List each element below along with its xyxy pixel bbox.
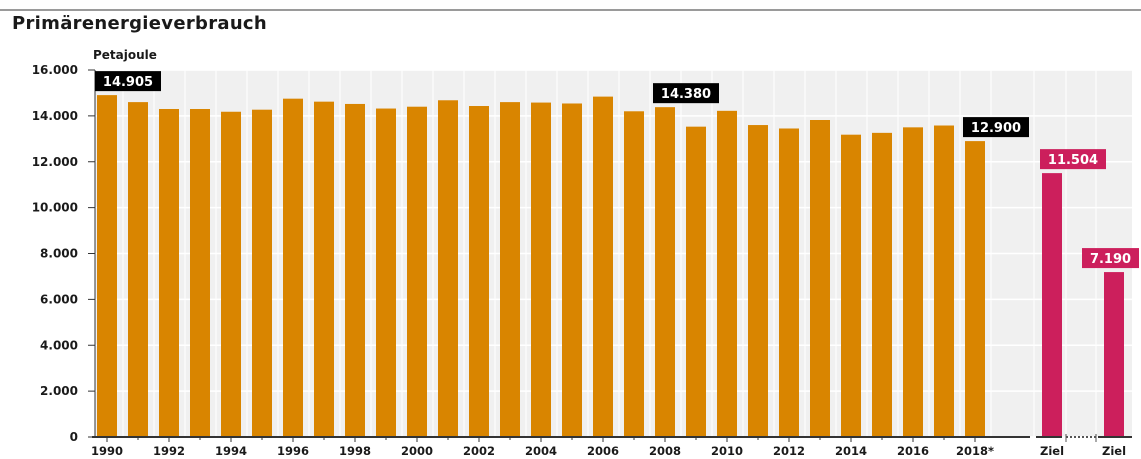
y-tick-label: 4.000: [40, 338, 78, 352]
value-callout-label: 11.504: [1048, 153, 1098, 168]
bar: [779, 128, 799, 437]
bar: [903, 127, 923, 437]
bar: [283, 98, 303, 437]
x-tick-label: 1996: [277, 444, 309, 458]
y-tick-label: 2.000: [40, 384, 78, 398]
bar: [190, 108, 210, 438]
bar: [593, 96, 613, 438]
bar: [562, 103, 582, 438]
x-tick-label: 2016: [897, 444, 929, 458]
x-tick-label: 2006: [587, 444, 619, 458]
bar: [159, 108, 179, 438]
value-callout-box: [653, 83, 719, 104]
bar: [500, 102, 520, 438]
value-callout-box: [1040, 149, 1106, 170]
value-callout-label: 14.905: [103, 75, 153, 90]
x-tick-label: 1994: [215, 444, 247, 458]
bar: [841, 134, 861, 437]
x-tick-label: Ziel: [1040, 444, 1064, 458]
x-tick-label: 2012: [773, 444, 805, 458]
x-tick-label: 2000: [401, 444, 433, 458]
bar: [748, 125, 768, 438]
value-callout-box: [95, 71, 161, 92]
bar: [128, 102, 148, 438]
bar: [252, 109, 272, 437]
bar: [965, 141, 985, 437]
value-callout-label: 12.900: [971, 121, 1021, 136]
target-bar: [1104, 272, 1124, 437]
y-tick-label: 10.000: [32, 201, 78, 215]
y-axis-unit-label: Petajoule: [93, 48, 157, 62]
x-tick-label: 1992: [153, 444, 185, 458]
x-tick-label: 1998: [339, 444, 371, 458]
value-callout-label: 7.190: [1090, 252, 1131, 267]
bar: [655, 107, 675, 437]
y-tick-label: 16.000: [32, 63, 78, 77]
y-tick-label: 6.000: [40, 292, 78, 306]
bar: [97, 95, 117, 437]
value-callout-box: [963, 117, 1029, 138]
top-rule: [0, 9, 1141, 11]
bar: [531, 102, 551, 437]
x-tick-label: Ziel: [1102, 444, 1126, 458]
bar: [438, 100, 458, 437]
bar: [407, 106, 427, 437]
x-tick-label: 1990: [91, 444, 123, 458]
bar: [314, 101, 334, 437]
bar: [934, 125, 954, 437]
y-tick-label: 0: [70, 430, 78, 444]
bar: [376, 108, 396, 437]
x-tick-label: 2018*: [956, 444, 994, 458]
x-tick-label: 2004: [525, 444, 557, 458]
x-tick-label: 2008: [649, 444, 681, 458]
target-bar: [1042, 173, 1062, 437]
y-tick-label: 8.000: [40, 247, 78, 261]
y-tick-label: 14.000: [32, 109, 78, 123]
x-tick-label: 2010: [711, 444, 743, 458]
bar: [717, 110, 737, 438]
x-tick-label: 2014: [835, 444, 867, 458]
bar: [872, 132, 892, 437]
bar: [345, 103, 365, 437]
bar: [810, 120, 830, 437]
y-tick-label: 12.000: [32, 155, 78, 169]
bar: [469, 106, 489, 437]
value-callout-label: 14.380: [661, 87, 711, 102]
x-tick-label: 2002: [463, 444, 495, 458]
bar: [221, 111, 241, 437]
value-callout-box: [1082, 248, 1139, 269]
chart-title: Primärenergieverbrauch: [12, 13, 268, 34]
bar: [624, 111, 644, 437]
bar: [686, 126, 706, 437]
